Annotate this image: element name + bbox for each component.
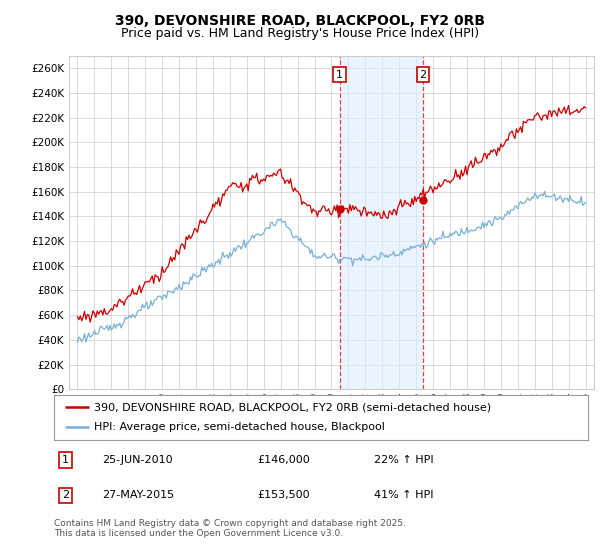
Text: £153,500: £153,500 [257,491,310,500]
Text: 2: 2 [419,69,427,80]
Text: 25-JUN-2010: 25-JUN-2010 [102,455,173,465]
Text: HPI: Average price, semi-detached house, Blackpool: HPI: Average price, semi-detached house,… [94,422,385,432]
Text: 390, DEVONSHIRE ROAD, BLACKPOOL, FY2 0RB: 390, DEVONSHIRE ROAD, BLACKPOOL, FY2 0RB [115,14,485,28]
Text: Price paid vs. HM Land Registry's House Price Index (HPI): Price paid vs. HM Land Registry's House … [121,27,479,40]
Text: 2: 2 [62,491,69,500]
Text: 390, DEVONSHIRE ROAD, BLACKPOOL, FY2 0RB (semi-detached house): 390, DEVONSHIRE ROAD, BLACKPOOL, FY2 0RB… [94,402,491,412]
Bar [340,56,423,389]
Text: 41% ↑ HPI: 41% ↑ HPI [374,491,434,500]
Text: 1: 1 [336,69,343,80]
Text: 27-MAY-2015: 27-MAY-2015 [102,491,174,500]
Text: £146,000: £146,000 [257,455,310,465]
Text: Contains HM Land Registry data © Crown copyright and database right 2025.
This d: Contains HM Land Registry data © Crown c… [54,519,406,538]
Text: 1: 1 [62,455,69,465]
Text: 22% ↑ HPI: 22% ↑ HPI [374,455,434,465]
